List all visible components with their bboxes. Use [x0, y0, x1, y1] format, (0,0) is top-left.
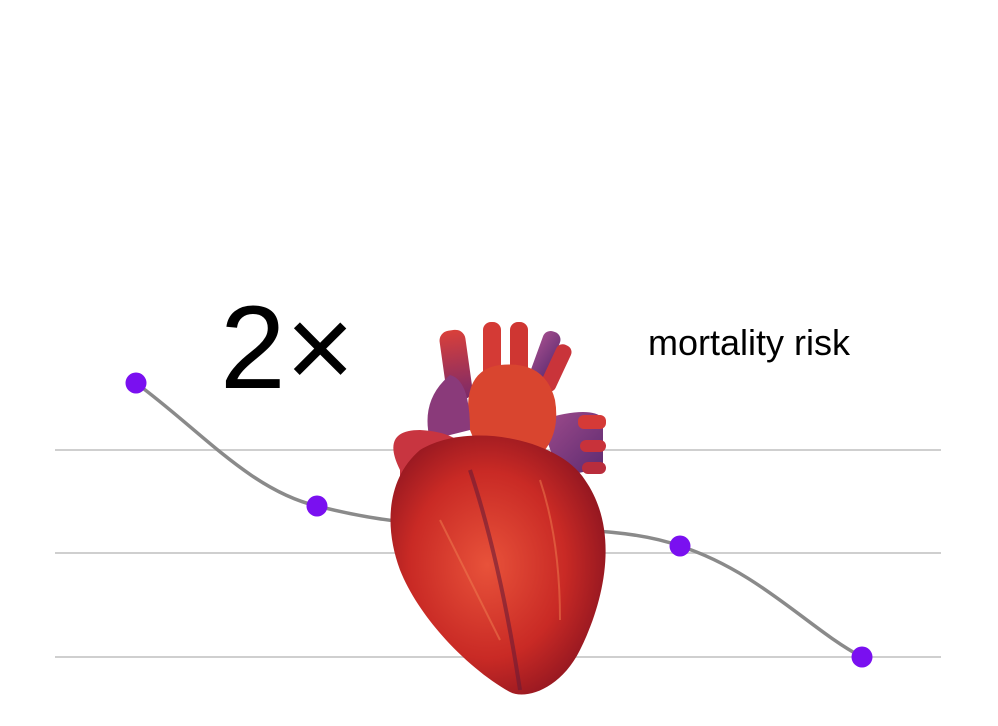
multiplier: 2× — [220, 282, 355, 414]
point — [125, 372, 147, 394]
point — [851, 646, 873, 668]
heart — [390, 322, 606, 695]
point — [669, 535, 691, 557]
label: mortality risk — [648, 322, 851, 363]
point — [306, 495, 328, 517]
